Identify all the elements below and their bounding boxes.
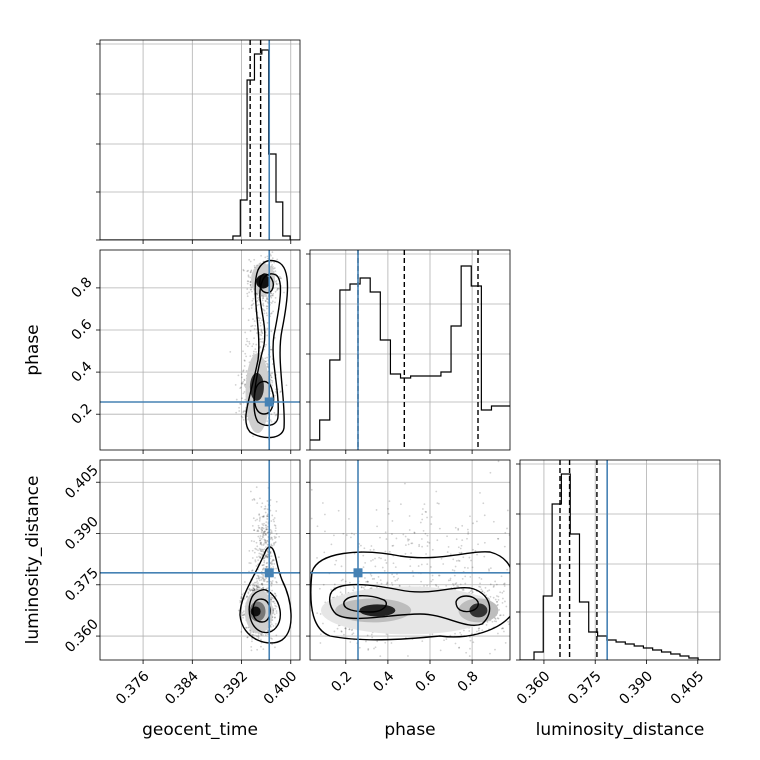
x-axis-label-geocent_time: geocent_time	[142, 720, 258, 740]
x-tick-label: 0.390	[616, 668, 656, 708]
x-tick-label: 0.2	[328, 668, 355, 695]
y-tick-label: 0.4	[68, 359, 95, 386]
x-axis-label-phase: phase	[384, 720, 435, 740]
panel-background	[520, 460, 720, 660]
contour-line	[310, 551, 510, 641]
truth-marker	[264, 568, 274, 578]
x-tick-label: 0.400	[261, 668, 301, 708]
y-tick-label: 0.390	[62, 514, 102, 554]
panel-frame	[519, 459, 721, 661]
x-tick-label: 0.384	[162, 668, 202, 708]
contour-line	[253, 273, 282, 427]
truth-marker	[264, 397, 274, 407]
x-tick-label: 0.8	[455, 668, 482, 695]
y-axis-label-luminosity_distance: luminosity_distance	[23, 476, 43, 645]
scatter-phase-luminosity_distance: 0.2 0.4 0.6 0.8	[306, 459, 511, 695]
contour-line	[248, 589, 281, 634]
scatter-geocent_time-phase: 0.2 0.4 0.6 0.8	[68, 249, 301, 454]
panel-background	[100, 40, 300, 240]
x-tick-label: 0.4	[370, 668, 397, 695]
histogram-luminosity_distance: 0.360 0.375 0.390 0.405	[514, 459, 721, 708]
x-tick-label: 0.6	[413, 668, 440, 695]
contour-line	[343, 595, 387, 613]
panel-background	[310, 250, 510, 450]
panel-frame	[99, 39, 301, 241]
y-tick-label: 0.8	[68, 274, 95, 301]
contour-line	[239, 546, 292, 644]
y-tick-label: 0.405	[62, 462, 102, 502]
contour-line	[245, 259, 289, 439]
x-axis-label-luminosity_distance: luminosity_distance	[536, 720, 705, 740]
y-tick-label: 0.6	[68, 316, 95, 343]
x-tick-label: 0.375	[565, 668, 605, 708]
histogram-phase	[306, 249, 511, 454]
panel-frame	[99, 459, 301, 661]
panel-frame	[309, 459, 511, 661]
scatter-geocent_time-luminosity_distance: 0.376 0.384 0.392 0.400 0.360 0.375 0.390 0.405	[62, 459, 301, 708]
contour-line	[455, 595, 479, 613]
contour-line	[328, 583, 491, 626]
x-tick-label: 0.392	[211, 668, 251, 708]
panel-frame	[309, 249, 511, 451]
x-tick-label: 0.376	[113, 668, 153, 708]
histogram-step	[310, 265, 510, 441]
y-tick-label: 0.2	[68, 401, 95, 428]
density-region	[359, 604, 396, 617]
density-region	[469, 603, 488, 618]
x-tick-label: 0.360	[514, 668, 554, 708]
y-axis-label-phase: phase	[23, 324, 43, 375]
histogram-step	[100, 49, 300, 240]
panel-frame	[99, 249, 301, 451]
histogram-geocent_time	[96, 39, 301, 244]
histogram-step	[520, 473, 720, 660]
truth-marker	[353, 568, 363, 578]
x-tick-label: 0.405	[668, 668, 708, 708]
y-tick-label: 0.375	[62, 565, 102, 605]
contour-line	[259, 273, 274, 294]
y-tick-label: 0.360	[62, 616, 102, 656]
density-region	[256, 274, 271, 289]
